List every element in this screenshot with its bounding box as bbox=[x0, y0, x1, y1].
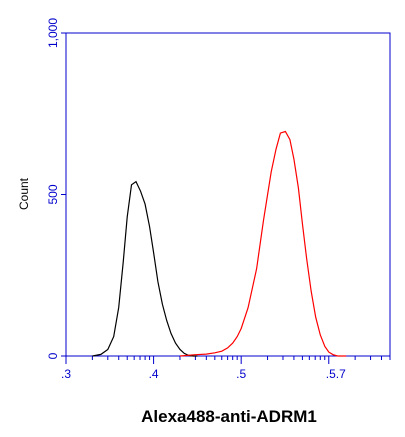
y-tick-label: 0 bbox=[46, 352, 60, 359]
x-tick-label: .5 bbox=[236, 367, 246, 381]
x-axis-label: Alexa488-anti-ADRM1 bbox=[141, 407, 317, 426]
x-tick-label: .4 bbox=[149, 367, 159, 381]
tick-labels: 0 500 1,000 .3 .4 .5 .5.7 bbox=[46, 18, 346, 381]
x-tick-label: .3 bbox=[61, 367, 71, 381]
series-layer bbox=[92, 130, 347, 357]
x-tick-label: .5.7 bbox=[326, 367, 346, 381]
y-tick-label: 500 bbox=[46, 184, 60, 204]
y-axis-label: Count bbox=[17, 177, 31, 210]
plot-area bbox=[65, 32, 391, 357]
y-tick-label: 1,000 bbox=[46, 18, 60, 48]
histogram-series-1 bbox=[92, 180, 198, 357]
axis-ticks bbox=[61, 32, 391, 364]
histogram-series-2 bbox=[179, 130, 347, 357]
